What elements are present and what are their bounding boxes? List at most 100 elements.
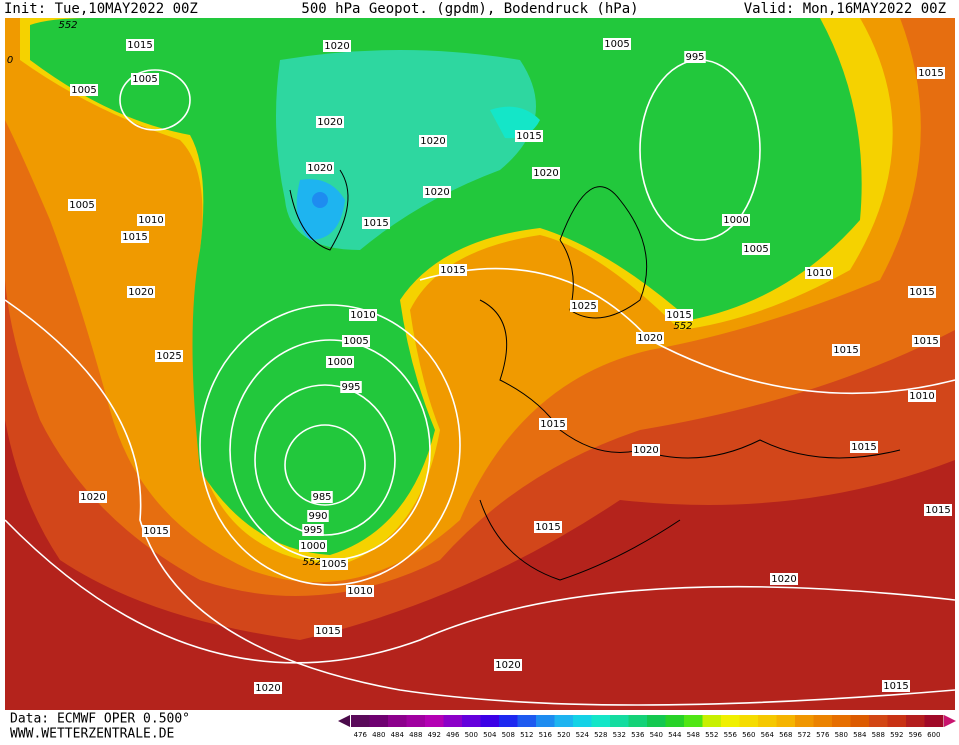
isobar-label: 1005 (604, 39, 629, 50)
isobar-label: 1010 (138, 215, 163, 226)
colorbar-label: 552 (705, 731, 718, 739)
colorbar-swatch (665, 715, 685, 727)
isobar-label-bg (302, 524, 324, 536)
isobar-label: 1015 (143, 526, 168, 537)
isobar-label: 1010 (806, 268, 831, 279)
isobar-label: 995 (685, 52, 704, 63)
isobar-label: 1015 (122, 232, 147, 243)
isobar-label-bg (742, 243, 770, 255)
isobar-label: 1015 (535, 522, 560, 533)
colorbar-swatch (924, 715, 944, 727)
isobar-label: 1015 (315, 626, 340, 637)
isobar-label-bg (882, 680, 910, 692)
isobar-label: 1015 (833, 345, 858, 356)
isobar-label-bg (539, 418, 567, 430)
isobar-label-bg (770, 573, 798, 585)
colorbar-swatch (591, 715, 611, 727)
colorbar-label: 484 (391, 731, 405, 739)
isobar-label-bg (155, 350, 183, 362)
isobar-label-bg (121, 231, 149, 243)
isobar-label: 985 (312, 492, 331, 503)
colorbar-label: 504 (483, 731, 497, 739)
colorbar-label: 524 (576, 731, 590, 739)
isobar-label: 1020 (128, 287, 153, 298)
isobar-label-bg (603, 38, 631, 50)
colorbar-label: 532 (613, 731, 626, 739)
colorbar-label: 528 (594, 731, 607, 739)
colorbar-label: 492 (428, 731, 441, 739)
isobar-label-bg (632, 444, 660, 456)
isobar-label-bg (342, 335, 370, 347)
isobar-label-bg (137, 214, 165, 226)
colorbar-swatch (702, 715, 722, 727)
isobar-label: 1025 (156, 351, 181, 362)
isobar-label: 552 (58, 20, 77, 31)
colorbar-label: 564 (761, 731, 775, 739)
isobar-label-bg (311, 491, 333, 503)
isobar-label-bg (127, 286, 155, 298)
colorbar-label: 596 (909, 731, 923, 739)
colorbar-label: 576 (816, 731, 830, 739)
isobar-label: 1020 (317, 117, 342, 128)
isobar-label: 1020 (80, 492, 105, 503)
isobar-label-bg (917, 67, 945, 79)
colorbar-swatch (517, 715, 537, 727)
isobar-label: 1015 (918, 68, 943, 79)
colorbar-swatch (739, 715, 759, 727)
colorbar-swatch (832, 715, 851, 727)
init-label: Init: Tue,10MAY2022 00Z (4, 1, 198, 17)
isobar-label: 1010 (909, 391, 934, 402)
colorbar-label: 488 (409, 731, 422, 739)
isobar-label-bg (306, 162, 334, 174)
colorbar-swatch (462, 715, 481, 727)
isobar-label-bg (323, 40, 351, 52)
isobar-label-bg (70, 84, 98, 96)
colorbar-label: 588 (872, 731, 885, 739)
isobar-label: 1015 (127, 40, 152, 51)
isobar-label: 1015 (666, 310, 691, 321)
isobar-label: 1000 (327, 357, 352, 368)
map-title: 500 hPa Geopot. (gpdm), Bodendruck (hPa) (301, 1, 638, 17)
isobar-label-bg (307, 510, 329, 522)
colorbar-label: 580 (835, 731, 848, 739)
colorbar-swatch (795, 715, 814, 727)
isobar-label: 1020 (637, 333, 662, 344)
map-field (5, 18, 955, 710)
colorbar-swatch (499, 715, 518, 727)
colorbar-swatch (776, 715, 796, 727)
isobar-label-bg (68, 199, 96, 211)
isobar-label-bg (532, 167, 560, 179)
isobar-label: 1005 (132, 74, 157, 85)
colorbar-label: 480 (372, 731, 385, 739)
isobar-label: 1010 (347, 586, 372, 597)
isobar-label-bg (131, 73, 159, 85)
colorbar-swatch (906, 715, 925, 727)
colorbar-label: 592 (890, 731, 903, 739)
colorbar-swatch (536, 715, 555, 727)
isobar-label-bg (908, 286, 936, 298)
isobar-label-bg (908, 390, 936, 402)
isobar-label-bg (299, 540, 327, 552)
isobar-label: 1020 (533, 168, 558, 179)
isobar-label: 1015 (440, 265, 465, 276)
colorbar-swatch (813, 715, 833, 727)
colorbar-swatch (684, 715, 703, 727)
isobar-label-bg (340, 381, 362, 393)
isobar-label: 1020 (424, 187, 449, 198)
colorbar-swatch (758, 715, 777, 727)
colorbar-label: 544 (668, 731, 682, 739)
isobar-label: 1015 (925, 505, 950, 516)
isobar-label: 1025 (571, 301, 596, 312)
isobar-label-bg (419, 135, 447, 147)
isobar-label-bg (924, 504, 952, 516)
isobar-label-bg (254, 682, 282, 694)
colorbar-swatch (721, 715, 740, 727)
isobar-label: 1000 (300, 541, 325, 552)
isobar-label-bg (534, 521, 562, 533)
isobar-label: 1020 (771, 574, 796, 585)
isobar-label-bg (832, 344, 860, 356)
colorbar-label: 584 (853, 731, 867, 739)
isobar-label: 1020 (633, 445, 658, 456)
isobar-label: 1015 (883, 681, 908, 692)
